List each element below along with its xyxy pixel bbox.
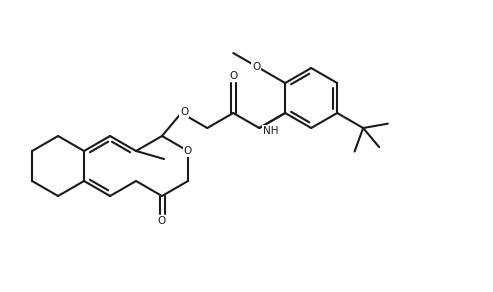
Text: O: O bbox=[158, 216, 166, 226]
Text: O: O bbox=[229, 71, 237, 81]
Text: O: O bbox=[184, 146, 192, 156]
Text: O: O bbox=[252, 62, 260, 72]
Text: NH: NH bbox=[263, 126, 279, 136]
Text: O: O bbox=[180, 107, 188, 117]
